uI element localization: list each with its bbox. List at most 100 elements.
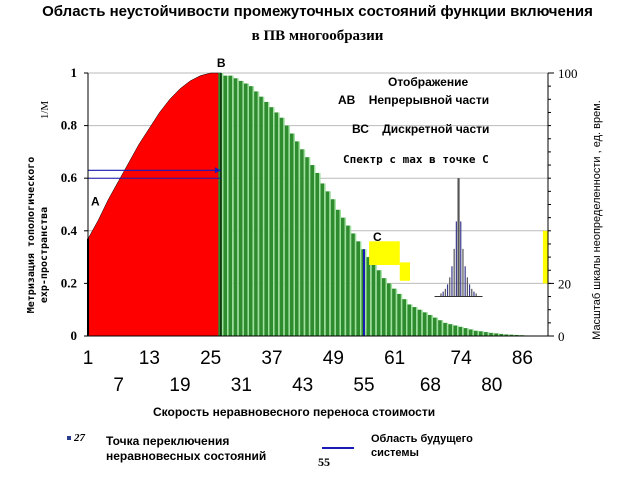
legend-line-number: 55 (318, 455, 330, 469)
bar-bc-gap (237, 78, 239, 336)
bar-bc (392, 288, 396, 336)
y-left-tick-label: 0.8 (61, 118, 78, 133)
bar-bc-gap (247, 83, 249, 337)
bar-bc-gap (375, 264, 377, 336)
bar-bc-gap (513, 334, 515, 336)
bar-bc-gap (308, 157, 311, 336)
bar-bc (269, 107, 274, 336)
annotation-header: Отображение (388, 75, 469, 89)
y-left-tick-label: 0.2 (61, 275, 77, 290)
bar-bc (443, 322, 447, 336)
bar-bc-gap (227, 75, 229, 336)
x-tick-label-row2: 80 (481, 375, 502, 396)
bar-bc-gap (446, 322, 449, 336)
bar-bc (341, 217, 345, 336)
bar-bc (427, 314, 432, 336)
legend-switch-point: Точка переключения неравновесных состоян… (106, 434, 266, 464)
x-tick-label-row1: 49 (323, 348, 344, 369)
annotation-ab-code: АВ (338, 93, 356, 107)
bar-bc (233, 78, 238, 336)
bar-bc (407, 304, 412, 336)
legend-switch-point-line1: Точка переключения (106, 434, 230, 448)
bar-bc (223, 75, 228, 336)
x-tick-label-row1: 86 (512, 348, 533, 369)
point-c-label: C (373, 230, 382, 244)
region-ab-area (87, 72, 222, 337)
bar-bc-gap (431, 314, 433, 336)
arrow-head-1 (214, 167, 221, 174)
bar-bc (479, 331, 483, 336)
bar-bc (402, 299, 407, 336)
y-left-tick-label: 0.4 (61, 223, 78, 238)
bar-bc (351, 233, 355, 336)
legend-future-system: Область будущего системы (371, 432, 473, 460)
y-right-tick-label: 20 (558, 276, 571, 291)
bar-bc (218, 73, 223, 336)
bar-bc (335, 209, 340, 336)
legend-future-line2: системы (371, 447, 419, 459)
bar-bc (228, 75, 233, 336)
chart-title-line1: Область неустойчивости промежуточных сос… (42, 3, 593, 20)
x-tick-label-row2: 7 (113, 375, 124, 396)
bar-bc-gap (472, 329, 474, 336)
bar-bc (254, 91, 258, 336)
legend-marker: 27 (67, 432, 85, 444)
bar-bc (305, 157, 309, 336)
bar-bc (371, 264, 376, 336)
x-tick-label-row2: 55 (353, 375, 374, 396)
bar-bc-gap (370, 257, 372, 336)
chart-title-line2: в ПВ многообразии (251, 28, 384, 44)
bar-bc (325, 191, 330, 336)
annotation-ab-text: Непрерывной части (368, 93, 490, 107)
y-left-tick-label: 0 (71, 328, 78, 343)
bar-bc-gap (354, 233, 357, 336)
bar-bc (381, 278, 386, 336)
bar-bc-gap (462, 326, 464, 336)
bar-bc-gap (257, 91, 260, 336)
bar-bc (315, 172, 320, 336)
bar-bc-gap (416, 307, 418, 336)
bar-bc-gap (487, 332, 490, 336)
y-left-tick-label: 1 (71, 65, 78, 80)
bar-bc-gap (252, 86, 255, 337)
bar-bc-gap (262, 96, 265, 336)
bar-bc (463, 328, 468, 336)
bar-bc-gap (385, 278, 387, 336)
y-right-label: Масштаб шкалы неопределенности , ед. вре… (591, 100, 603, 340)
bar-bc-gap (395, 288, 398, 336)
bar-bc (489, 332, 493, 336)
bar-bc-gap (400, 293, 403, 336)
bar-bc (514, 334, 519, 336)
bar-bc (438, 320, 442, 336)
y-left-label-line1: Метризация топологического (26, 157, 37, 314)
bar-bc (499, 333, 504, 336)
bar-bc (300, 149, 304, 336)
bar-bc (473, 330, 478, 336)
point-a-label: A (91, 195, 100, 209)
x-axis-label: Скорость неравновесного переноса стоимос… (153, 405, 436, 419)
x-tick-label-row1: 61 (384, 348, 405, 369)
bar-bc (243, 83, 248, 337)
bar-bc (366, 257, 371, 336)
point-b-label: B (217, 56, 226, 70)
bar-bc (509, 334, 514, 336)
legend-marker-label: 27 (74, 432, 85, 444)
y-right-tick-label: 0 (558, 329, 565, 344)
legend-marker-square (67, 436, 71, 441)
bar-bc-gap (380, 270, 382, 336)
bar-bc-gap (222, 73, 224, 336)
bar-bc (259, 96, 263, 336)
bar-bc (468, 329, 473, 336)
bar-bc-gap (293, 133, 295, 336)
bar-bc-gap (365, 249, 367, 336)
bar-bc (284, 125, 289, 336)
bar-bc-gap (303, 149, 306, 336)
annotation-spectrum: Спектр с max в точке С (343, 153, 489, 166)
bar-bc (397, 293, 401, 336)
bar-bc-gap (278, 112, 280, 336)
bar-bc-gap (498, 333, 500, 336)
x-tick-label-row2: 31 (231, 375, 252, 396)
bar-bc-gap (508, 334, 510, 336)
bar-bc-gap (406, 299, 408, 336)
